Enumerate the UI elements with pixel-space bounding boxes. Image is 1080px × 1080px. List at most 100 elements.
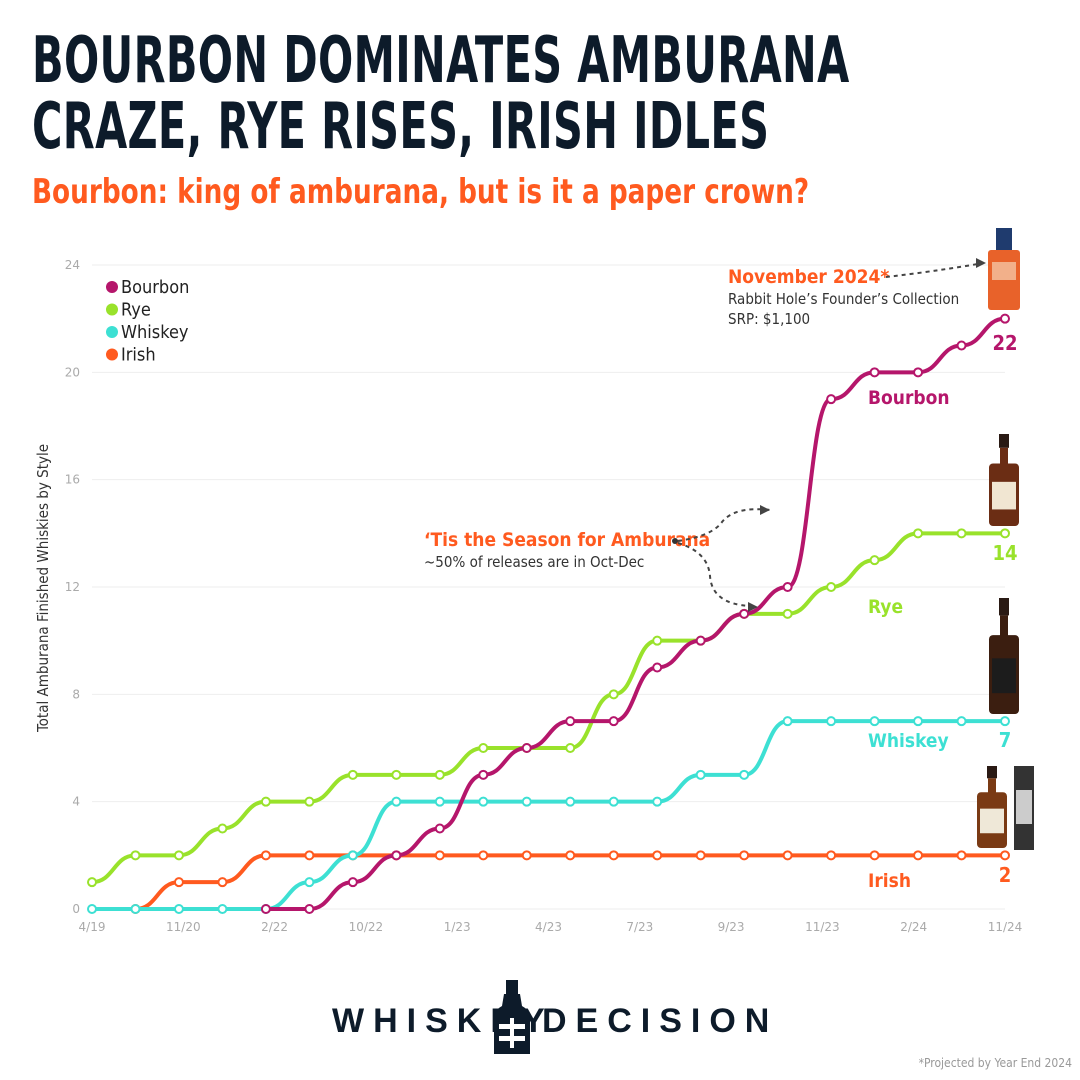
data-point-whiskey [347, 850, 358, 861]
data-point-irish [1000, 850, 1010, 861]
bottle-neck [1000, 447, 1008, 467]
end-value-irish: 2 [999, 863, 1012, 887]
legend-swatch-whiskey [106, 326, 118, 338]
data-point-bourbon [608, 716, 619, 727]
bottle-cap [999, 434, 1009, 448]
brand-word-right: DECISION [542, 1002, 779, 1040]
data-point-bourbon [391, 850, 402, 861]
x-tick-label: 4/23 [535, 920, 562, 934]
data-point-bourbon [1000, 313, 1010, 324]
legend-label-irish: Irish [121, 345, 156, 366]
data-point-bourbon [956, 340, 967, 351]
data-point-bourbon [695, 635, 706, 646]
data-point-irish [173, 877, 184, 888]
data-point-rye [217, 823, 228, 834]
data-point-rye [87, 877, 97, 888]
end-value-bourbon: 22 [992, 331, 1017, 355]
brand-logo: WHISKEY DECISION [332, 978, 769, 1058]
data-point-irish [521, 850, 532, 861]
annotation-season-text: ~50% of releases are in Oct-Dec [424, 553, 644, 571]
data-point-irish [478, 850, 489, 861]
data-point-rye [782, 608, 793, 619]
x-tick-label: 2/22 [261, 920, 288, 934]
arrowhead [760, 505, 770, 515]
data-point-rye [1000, 528, 1010, 539]
data-point-rye [478, 743, 489, 753]
y-axis-label: Total Amburana Finished Whiskies by Styl… [34, 444, 52, 733]
chart-title: BOURBON DOMINATES AMBURANA CRAZE, RYE RI… [32, 28, 1080, 160]
bottle-cap [987, 766, 997, 779]
x-tick-label: 2/24 [900, 920, 927, 934]
data-point-rye [913, 528, 924, 539]
bottle-label [992, 481, 1016, 510]
data-point-bourbon [652, 662, 663, 673]
data-point-whiskey [608, 796, 619, 807]
x-tick-label: 9/23 [718, 920, 745, 934]
data-point-irish [695, 850, 706, 861]
line-label-whiskey: Whiskey [868, 730, 949, 752]
data-point-rye [173, 850, 184, 861]
data-point-whiskey [391, 796, 402, 807]
rabbit-hole-bottle-image [988, 228, 1020, 310]
data-point-irish [869, 850, 880, 861]
data-point-whiskey [826, 716, 837, 727]
x-tick-label: 11/24 [988, 920, 1023, 934]
data-point-bourbon [347, 877, 358, 888]
annotation-nov-line2: SRP: $1,100 [728, 310, 810, 328]
data-point-whiskey [1000, 716, 1010, 727]
end-value-whiskey: 7 [999, 728, 1012, 752]
data-point-rye [434, 769, 445, 780]
data-point-whiskey [173, 904, 184, 914]
footnote: *Projected by Year End 2024 [918, 1056, 1072, 1070]
data-point-bourbon [434, 823, 445, 834]
data-point-irish [304, 850, 315, 861]
data-point-rye [652, 635, 663, 646]
x-tick-label: 1/23 [444, 920, 471, 934]
y-tick-label: 8 [72, 687, 80, 701]
legend-swatch-rye [106, 303, 118, 316]
data-point-whiskey [652, 796, 663, 807]
irish-bottle-body [977, 766, 1007, 848]
line-label-irish: Irish [868, 870, 911, 892]
data-point-bourbon [913, 367, 924, 378]
y-tick-label: 12 [65, 580, 80, 594]
bottle-label [992, 658, 1016, 694]
x-tick-label: 11/23 [805, 920, 840, 934]
data-point-whiskey [565, 796, 576, 807]
data-point-irish [956, 850, 967, 861]
legend-label-rye: Rye [121, 300, 151, 321]
x-tick-label: 7/23 [626, 920, 653, 934]
data-point-irish [652, 850, 663, 861]
end-value-rye: 14 [992, 541, 1017, 565]
bottle-label [980, 808, 1004, 834]
y-tick-label: 16 [65, 473, 80, 487]
legend-swatch-bourbon [106, 281, 118, 293]
x-tick-label: 10/22 [349, 920, 384, 934]
data-point-bourbon [304, 904, 315, 914]
annotation-arrow-nov [885, 263, 979, 278]
title-line-2: CRAZE, RYE RISES, IRISH IDLES [32, 90, 770, 164]
data-point-rye [608, 689, 619, 700]
data-point-bourbon [739, 608, 750, 619]
y-tick-label: 4 [72, 795, 80, 809]
series-line-irish [99, 853, 1005, 912]
whiskey-bottle-image [989, 598, 1019, 714]
bottle-neck [988, 778, 996, 795]
data-point-bourbon [782, 582, 793, 592]
data-point-whiskey [695, 769, 706, 780]
data-point-irish [565, 850, 576, 861]
x-tick-label: 4/19 [79, 920, 106, 934]
annotation-season-title: ‘Tis the Season for Amburana [424, 529, 710, 551]
data-point-whiskey [521, 796, 532, 807]
data-point-rye [347, 769, 358, 780]
data-point-irish [434, 850, 445, 861]
data-point-bourbon [478, 769, 489, 780]
data-point-irish [217, 877, 228, 888]
arrowhead [976, 258, 986, 268]
data-point-whiskey [913, 716, 924, 727]
data-point-bourbon [826, 394, 837, 405]
annotation-nov-title: November 2024* [728, 266, 889, 288]
data-point-whiskey [478, 796, 489, 807]
data-point-bourbon [565, 716, 576, 727]
bottle-cap [999, 598, 1009, 616]
